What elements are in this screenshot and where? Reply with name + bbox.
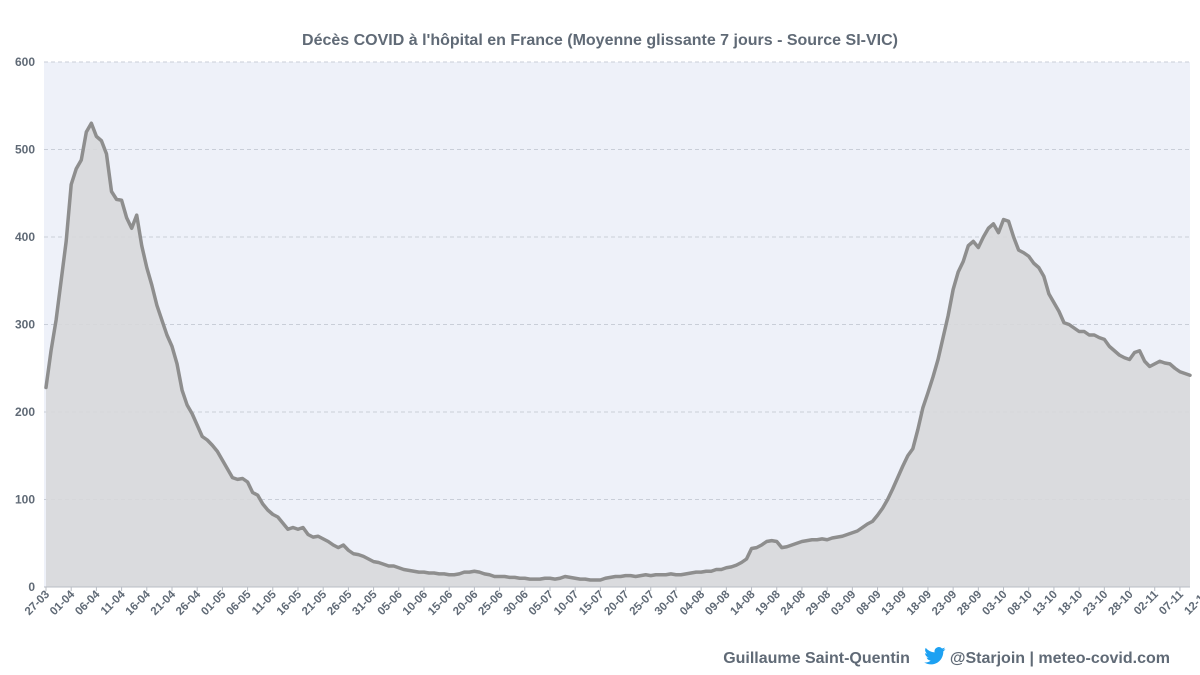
x-tick-label: 31-05 [350, 588, 380, 618]
x-tick-label: 11-04 [99, 588, 128, 617]
x-tick-label: 08-10 [1006, 589, 1035, 618]
y-axis: 0 100 200 300 400 500 600 [15, 55, 35, 594]
x-tick-label: 06-04 [73, 588, 103, 618]
x-tick-label: 13-09 [880, 589, 909, 618]
x-tick-label: 23-09 [930, 589, 959, 618]
x-tick-label: 23-10 [1081, 589, 1110, 618]
x-tick-label: 14-08 [728, 588, 758, 618]
x-tick-label: 18-10 [1056, 589, 1085, 618]
y-tick-label: 600 [15, 55, 35, 69]
x-tick-label: 09-08 [703, 588, 733, 618]
x-tick-label: 01-04 [48, 588, 78, 618]
x-tick-label: 27-03 [23, 589, 52, 618]
footer: Guillaume Saint-Quentin @Starjoin | mete… [723, 647, 1170, 670]
series-area [46, 123, 1190, 587]
x-tick-label: 08-09 [854, 589, 883, 618]
x-tick-label: 25-07 [628, 589, 657, 618]
x-tick-label: 21-05 [300, 588, 330, 618]
x-tick-label: 10-07 [552, 589, 581, 618]
x-tick-label: 06-05 [224, 588, 254, 618]
y-tick-label: 500 [15, 143, 35, 157]
x-axis: 27-0301-0406-0411-0416-0421-0426-0401-05… [23, 587, 1200, 618]
x-tick-label: 16-04 [124, 588, 154, 618]
x-tick-label: 21-04 [149, 588, 179, 618]
x-tick-label: 24-08 [779, 588, 809, 618]
x-tick-label: 20-07 [602, 589, 631, 618]
x-tick-label: 05-06 [376, 589, 405, 618]
x-tick-label: 15-07 [577, 589, 606, 618]
x-tick-label: 07-11 [1157, 588, 1186, 617]
x-tick-label: 18-09 [905, 589, 934, 618]
x-tick-label: 03-10 [980, 589, 1009, 618]
x-tick-label: 12-11 [1182, 588, 1200, 617]
y-tick-label: 100 [15, 493, 35, 507]
x-tick-label: 10-06 [401, 589, 430, 618]
x-tick-label: 30-07 [653, 589, 682, 618]
x-tick-label: 25-06 [476, 589, 505, 618]
x-tick-label: 29-08 [804, 588, 834, 618]
x-tick-label: 02-11 [1132, 588, 1161, 617]
x-tick-label: 01-05 [199, 588, 229, 618]
x-tick-label: 19-08 [754, 588, 784, 618]
x-tick-label: 15-06 [426, 589, 455, 618]
x-tick-label: 03-09 [829, 589, 858, 618]
x-tick-label: 28-10 [1106, 589, 1135, 618]
y-tick-label: 0 [28, 580, 35, 594]
x-tick-label: 11-05 [250, 588, 279, 617]
x-tick-label: 16-05 [275, 588, 305, 618]
x-tick-label: 28-09 [955, 589, 984, 618]
x-tick-label: 26-05 [325, 588, 355, 618]
x-tick-label: 30-06 [502, 589, 531, 618]
author-name: Guillaume Saint-Quentin [723, 649, 910, 667]
x-tick-label: 05-07 [527, 589, 556, 618]
x-tick-label: 26-04 [174, 588, 204, 618]
x-tick-label: 04-08 [678, 588, 708, 618]
x-tick-label: 13-10 [1031, 589, 1060, 618]
y-tick-label: 200 [15, 405, 35, 419]
x-tick-label: 20-06 [451, 589, 480, 618]
y-tick-label: 300 [15, 318, 35, 332]
twitter-bird-icon [924, 647, 946, 670]
twitter-handle: @Starjoin | meteo-covid.com [949, 649, 1170, 667]
chart-title: Décès COVID à l'hôpital en France (Moyen… [302, 32, 898, 49]
y-tick-label: 400 [15, 230, 35, 244]
series-line [44, 121, 1192, 582]
